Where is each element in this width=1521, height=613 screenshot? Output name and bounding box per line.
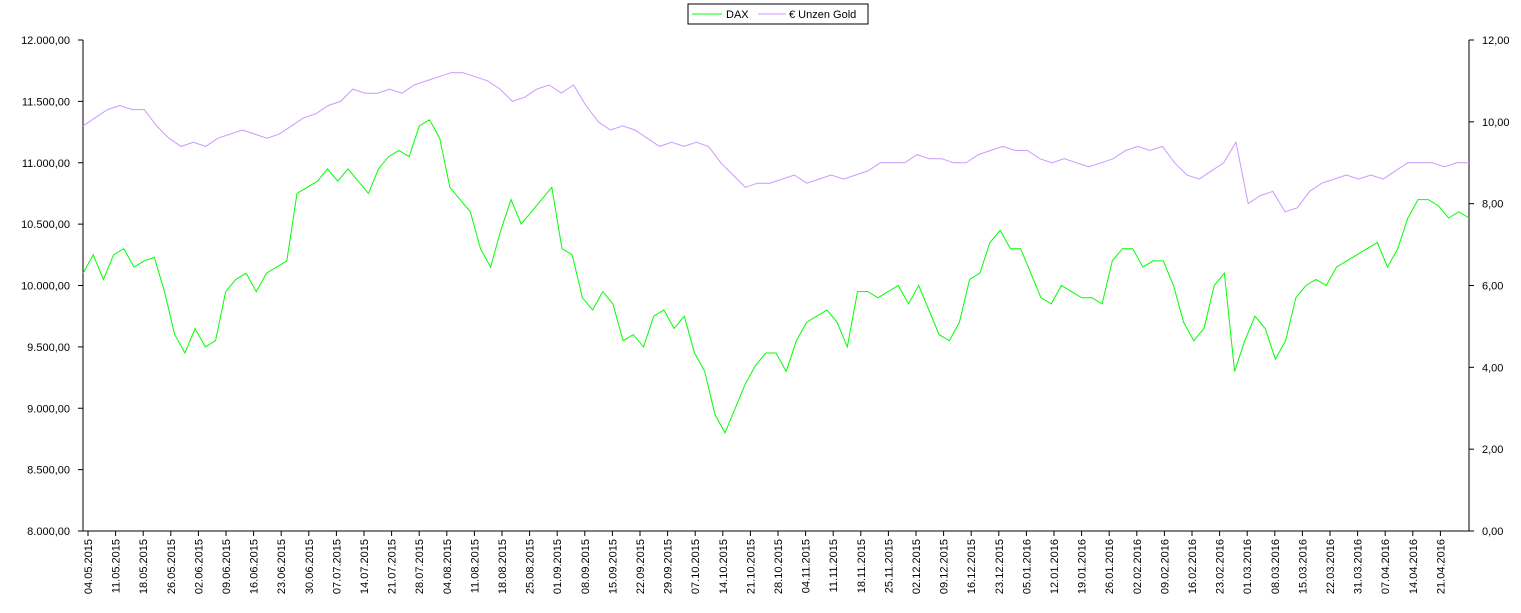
x-tick-label: 31.03.2016 [1353, 539, 1365, 594]
y-right-tick-label: 4,00 [1482, 362, 1503, 374]
series-line-gold [82, 72, 1469, 213]
x-tick-label: 04.08.2015 [442, 539, 454, 594]
x-tick-label: 28.07.2015 [414, 539, 426, 594]
y-right-tick-label: 12,00 [1482, 35, 1510, 47]
axes: 8.000,00 8.500,00 9.000,00 9.500,00 10.000,0… [21, 35, 1509, 594]
x-tick-label: 26.05.2015 [166, 539, 178, 594]
y-left-tick-label: 10.000,00 [21, 281, 70, 293]
x-tick-label: 09.06.2015 [221, 539, 233, 594]
y-left-tick-label: 9.500,00 [27, 342, 70, 354]
x-tick-label: 23.06.2015 [276, 539, 288, 594]
x-tick-label: 02.02.2016 [1132, 539, 1144, 594]
x-tick-label: 05.01.2016 [1021, 539, 1033, 594]
x-tick-label: 08.09.2015 [580, 539, 592, 594]
legend-label-dax: DAX [726, 9, 749, 21]
x-tick-label: 23.12.2015 [994, 539, 1006, 594]
x-tick-label: 18.11.2015 [856, 539, 868, 593]
x-tick-label: 18.05.2015 [138, 539, 150, 594]
y-right-tick-label: 2,00 [1482, 444, 1503, 456]
x-tick-label: 26.01.2016 [1104, 539, 1116, 594]
x-tick-label: 22.03.2016 [1325, 539, 1337, 594]
x-tick-label: 01.03.2016 [1242, 539, 1254, 594]
x-tick-label: 02.06.2015 [193, 539, 205, 594]
x-tick-label: 02.12.2015 [911, 539, 923, 594]
x-tick-label: 16.02.2016 [1187, 539, 1199, 594]
x-tick-label: 15.03.2016 [1297, 539, 1309, 594]
y-left-tick-label: 10.500,00 [21, 219, 70, 231]
x-tick-label: 18.08.2015 [497, 539, 509, 594]
x-tick-label: 04.11.2015 [801, 539, 813, 593]
x-tick-label: 09.02.2016 [1159, 539, 1171, 594]
x-tick-label: 01.09.2015 [552, 539, 564, 594]
y-right-tick-label: 0,00 [1482, 526, 1503, 538]
x-tick-label: 29.09.2015 [663, 539, 675, 594]
y-left-tick-label: 12.000,00 [21, 35, 70, 47]
x-tick-label: 22.09.2015 [635, 539, 647, 594]
legend: DAX € Unzen Gold [687, 3, 869, 25]
x-tick-label: 28.10.2015 [773, 539, 785, 594]
y-left-tick-label: 11.500,00 [22, 96, 70, 108]
y-right-tick-label: 10,00 [1482, 117, 1510, 129]
x-tick-label: 21.10.2015 [745, 539, 757, 594]
x-tick-label: 07.10.2015 [690, 539, 702, 594]
y-left-tick-label: 11.000,00 [22, 158, 70, 170]
x-tick-label: 15.09.2015 [607, 539, 619, 594]
x-tick-label: 16.06.2015 [249, 539, 261, 594]
x-tick-label: 12.01.2016 [1049, 539, 1061, 594]
x-tick-label: 14.04.2016 [1408, 539, 1420, 594]
y-right-tick-label: 8,00 [1482, 199, 1503, 211]
x-tick-label: 08.03.2016 [1270, 539, 1282, 594]
x-tick-label: 09.12.2015 [939, 539, 951, 594]
legend-label-gold: € Unzen Gold [789, 9, 856, 21]
x-tick-label: 04.05.2015 [83, 539, 95, 594]
series-layer [82, 72, 1470, 434]
x-tick-label: 14.10.2015 [718, 539, 730, 594]
x-tick-label: 25.11.2015 [883, 539, 895, 593]
y-left-tick-label: 8.000,00 [27, 526, 70, 538]
y-left-tick-label: 9.000,00 [27, 403, 70, 415]
x-tick-label: 11.11.2015 [828, 539, 840, 592]
x-tick-label: 14.07.2015 [359, 539, 371, 594]
x-tick-label: 23.02.2016 [1215, 539, 1227, 594]
x-tick-label: 11.08.2015 [469, 539, 481, 593]
x-tick-label: 25.08.2015 [525, 539, 537, 594]
x-tick-label: 07.04.2016 [1380, 539, 1392, 594]
x-tick-label: 30.06.2015 [304, 539, 316, 594]
y-left-tick-label: 8.500,00 [27, 465, 70, 477]
series-line-dax [82, 119, 1470, 434]
x-tick-label: 11.05.2015 [111, 539, 123, 593]
x-tick-label: 07.07.2015 [331, 539, 343, 594]
x-tick-label: 21.04.2016 [1435, 539, 1447, 594]
x-tick-label: 16.12.2015 [966, 539, 978, 594]
y-right-tick-label: 6,00 [1482, 281, 1503, 293]
x-tick-label: 19.01.2016 [1077, 539, 1089, 594]
x-tick-label: 21.07.2015 [387, 539, 399, 594]
